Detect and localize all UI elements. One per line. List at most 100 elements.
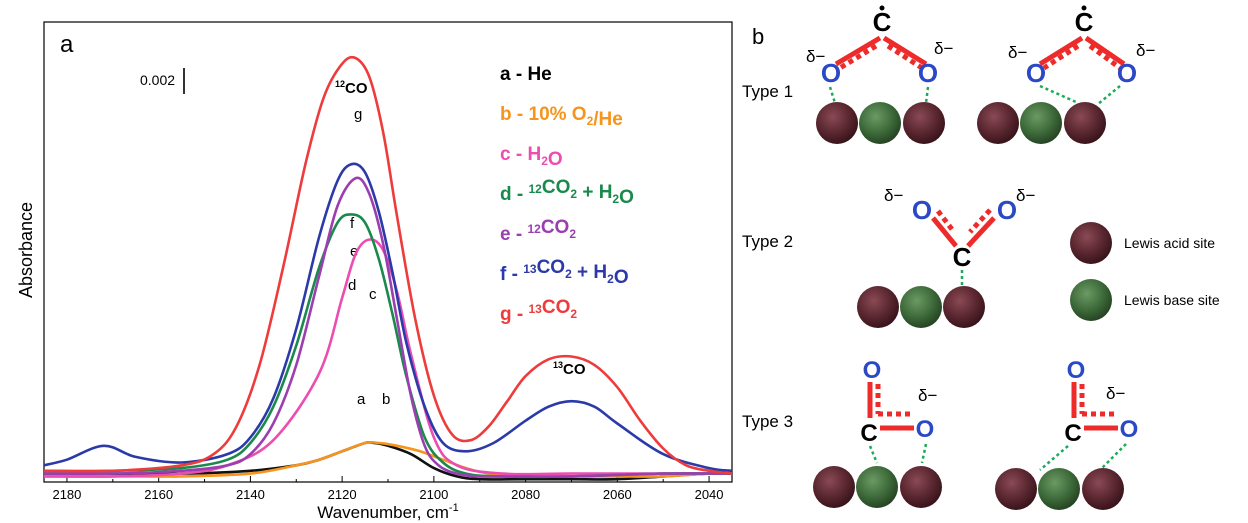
panel-a: a 0.002 12CO 13CO g f e d c a b Absorban… [16, 21, 733, 522]
bond-dotted [936, 209, 956, 234]
legend: a - He b - 10% O2/He c - H2O d - 12CO2 + H2… [500, 64, 634, 325]
oxygen-atom: O [912, 195, 932, 225]
delta-minus: δ− [806, 47, 825, 66]
series-line-e [44, 176, 732, 478]
x-tick-label: 2100 [419, 487, 448, 502]
curve-letter-e: e [350, 243, 358, 260]
bond-solid [834, 35, 882, 67]
interaction-line [924, 86, 930, 104]
carbon-atom: C [873, 7, 892, 37]
type-1-left: C O O δ− δ− [806, 5, 953, 144]
delta-minus: δ− [1106, 384, 1125, 403]
lewis-acid-site [813, 466, 855, 508]
lewis-acid-site [977, 102, 1019, 144]
oxygen-atom: O [1120, 416, 1139, 443]
legend-entry-f: f - 13CO2 + H2O [500, 257, 629, 288]
bond-dotted [1088, 43, 1122, 71]
oxygen-atom: O [1026, 58, 1046, 88]
y-axis-label: Absorbance [16, 202, 36, 298]
lewis-acid-site [943, 286, 985, 328]
lewis-acid-site [857, 286, 899, 328]
carbon-atom: C [1075, 7, 1094, 37]
curve-letter-f: f [350, 215, 355, 232]
bond-solid [931, 216, 958, 248]
panel-b-label: b [752, 24, 764, 49]
radical-dot [1081, 5, 1087, 11]
oxygen-atom: O [918, 58, 938, 88]
legend-acid-site-swatch [1070, 222, 1112, 264]
carbon-atom: C [1064, 420, 1081, 447]
x-axis-ticks: 2180 2160 2140 2120 2100 2080 2060 2040 [52, 476, 724, 502]
delta-minus: δ− [934, 39, 953, 58]
interaction-line [868, 445, 879, 464]
lewis-base-site [1020, 102, 1062, 144]
type-1-label: Type 1 [742, 82, 793, 101]
type-3-left: O C O δ− [813, 357, 942, 508]
type-3-right: O C O δ− [995, 357, 1138, 510]
legend-entry-a: a - He [500, 64, 552, 85]
legend-base-site-swatch [1070, 279, 1112, 321]
series-line-f [44, 162, 732, 473]
bond-dotted [886, 43, 924, 71]
x-axis-label: Wavenumber, cm-1 [317, 502, 458, 522]
curve-letter-a: a [357, 391, 366, 408]
legend-acid-site-label: Lewis acid site [1124, 235, 1215, 251]
bond-dotted [1042, 43, 1080, 71]
legend-entry-b: b - 10% O2/He [500, 104, 623, 130]
legend-entry-c: c - H2O [500, 144, 563, 170]
bond-solid [1038, 35, 1084, 67]
lewis-acid-site [1064, 102, 1106, 144]
legend-entry-g: g - 13CO2 [500, 297, 577, 325]
oxygen-atom: O [1117, 58, 1137, 88]
bond-dotted [838, 43, 878, 71]
delta-minus: δ− [1008, 43, 1027, 62]
oxygen-atom: O [863, 357, 882, 384]
panel-b: b Type 1 Type 2 Type 3 C O O δ− δ− [742, 5, 1220, 510]
lewis-acid-site [816, 102, 858, 144]
oxygen-atom: O [997, 195, 1017, 225]
scale-bar-label: 0.002 [140, 72, 175, 88]
lewis-acid-site [995, 468, 1037, 510]
x-tick-label: 2040 [695, 487, 724, 502]
oxygen-atom: O [821, 58, 841, 88]
x-tick-label: 2080 [511, 487, 540, 502]
x-tick-label: 2160 [144, 487, 173, 502]
carbon-atom: C [860, 420, 877, 447]
peak-label-12co: 12CO [335, 79, 368, 97]
legend-entry-d: d - 12CO2 + H2O [500, 177, 634, 208]
lewis-base-site [856, 466, 898, 508]
radical-dot [879, 5, 885, 11]
interaction-line [920, 443, 928, 464]
type-3-label: Type 3 [742, 412, 793, 431]
x-tick-label: 2140 [236, 487, 265, 502]
lewis-base-site [1038, 468, 1080, 510]
curve-letter-g: g [354, 106, 362, 123]
interaction-line [1039, 84, 1077, 104]
spectra-curves [44, 55, 732, 481]
peak-label-13co: 13CO [553, 360, 586, 378]
bond-dotted [968, 208, 992, 234]
bond-solid [882, 35, 928, 67]
legend-base-site-label: Lewis base site [1124, 292, 1220, 308]
x-tick-label: 2180 [52, 487, 81, 502]
panel-a-label: a [60, 31, 74, 58]
lewis-acid-site [1082, 468, 1124, 510]
bond-solid [966, 216, 996, 248]
lewis-base-site [900, 286, 942, 328]
lewis-base-site [859, 102, 901, 144]
delta-minus: δ− [1136, 41, 1155, 60]
type-1-right: C O O δ− δ− [977, 5, 1155, 144]
delta-minus: δ− [918, 386, 937, 405]
oxygen-atom: O [1067, 357, 1086, 384]
oxygen-atom: O [916, 416, 935, 443]
interaction-line [1039, 445, 1069, 471]
interaction-line [828, 86, 837, 104]
lewis-acid-site [900, 466, 942, 508]
delta-minus: δ− [884, 186, 903, 205]
series-line-a [44, 440, 732, 481]
delta-minus: δ− [1016, 186, 1035, 205]
type-2: O O C δ− δ− [857, 186, 1035, 328]
bond-solid [1084, 35, 1126, 67]
curve-letter-d: d [348, 277, 356, 294]
x-tick-label: 2120 [328, 487, 357, 502]
